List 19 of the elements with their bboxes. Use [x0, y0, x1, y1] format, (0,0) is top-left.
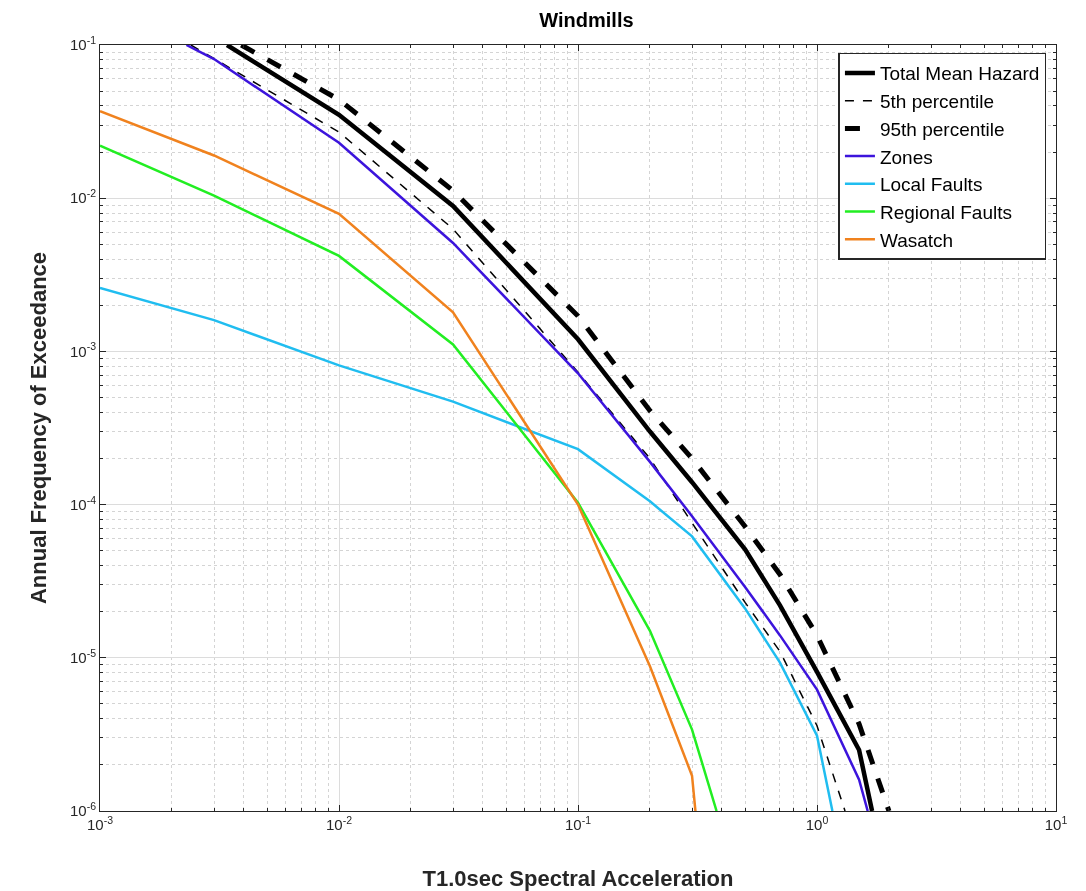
legend-label: Total Mean Hazard: [879, 63, 1040, 85]
legend-label: 5th percentile: [879, 91, 995, 113]
legend-label: Regional Faults: [879, 201, 1012, 223]
x-tick-label: 10$^{-2}$: [325, 813, 353, 833]
x-axis-title: T1.0sec Spectral Acceleration: [422, 866, 734, 891]
x-tick-label: 10$^{-1}$: [564, 813, 592, 833]
legend-label: Wasatch: [879, 229, 954, 251]
x-tick-label: 10$^{0}$: [805, 813, 829, 833]
legend-label: Zones: [879, 146, 933, 168]
chart-title: Windmills: [539, 9, 634, 32]
y-tick-label: 10$^{-4}$: [69, 493, 97, 513]
x-tick-label: 10$^{1}$: [1044, 813, 1068, 833]
legend-label: 95th percentile: [879, 118, 1005, 140]
legend-label: Local Faults: [879, 174, 983, 196]
y-tick-label: 10$^{-3}$: [69, 340, 97, 360]
y-tick-label: 10$^{-2}$: [69, 187, 97, 207]
y-axis-title: Annual Frequency of Exceedance: [26, 251, 51, 605]
y-tick-label: 10$^{-1}$: [69, 33, 97, 54]
y-tick-label: 10$^{-5}$: [69, 646, 97, 667]
